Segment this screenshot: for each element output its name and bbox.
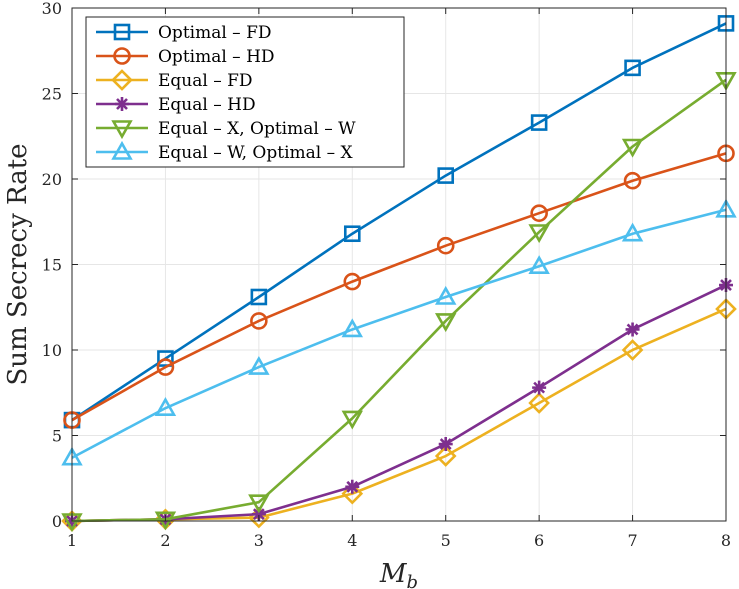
data-point bbox=[621, 339, 644, 361]
data-point bbox=[621, 138, 644, 158]
data-point bbox=[434, 445, 457, 467]
legend-item: Optimal – HD bbox=[96, 47, 275, 67]
series-line bbox=[71, 22, 727, 422]
data-point bbox=[532, 380, 547, 395]
legend-item: Equal – X, Optimal – W bbox=[96, 119, 356, 140]
legend-label: Optimal – HD bbox=[158, 47, 275, 67]
series-line bbox=[71, 78, 727, 523]
data-point bbox=[251, 507, 266, 522]
data-point bbox=[528, 255, 550, 275]
x-axis-label-subscript: b bbox=[407, 572, 419, 589]
data-point bbox=[530, 204, 548, 222]
legend-label: Optimal – FD bbox=[158, 23, 272, 43]
series-line bbox=[71, 208, 727, 459]
x-tick-label: 7 bbox=[627, 531, 637, 550]
x-tick-label: 4 bbox=[347, 531, 357, 550]
x-tick-label: 2 bbox=[160, 531, 170, 550]
legend-label: Equal – HD bbox=[158, 95, 256, 115]
legend-box bbox=[85, 16, 405, 168]
data-point bbox=[341, 410, 364, 430]
data-point bbox=[434, 285, 457, 305]
legend-item: Optimal – FD bbox=[96, 23, 272, 43]
legend-marker bbox=[113, 23, 131, 41]
data-point bbox=[530, 114, 548, 131]
data-point bbox=[248, 494, 270, 514]
data-point bbox=[623, 171, 642, 190]
data-point bbox=[343, 225, 361, 243]
x-tick-label: 6 bbox=[534, 531, 544, 550]
data-point bbox=[250, 288, 268, 306]
legend-item: Equal – W, Optimal – X bbox=[96, 140, 354, 163]
data-point bbox=[343, 272, 362, 291]
data-point bbox=[250, 312, 268, 330]
legend-marker bbox=[113, 47, 131, 65]
data-point bbox=[156, 358, 175, 376]
data-point bbox=[434, 313, 457, 333]
y-tick-label: 30 bbox=[42, 0, 62, 18]
data-point bbox=[154, 511, 177, 531]
y-tick-label: 0 bbox=[52, 512, 62, 531]
data-point bbox=[341, 318, 364, 338]
y-tick-label: 10 bbox=[42, 341, 62, 360]
data-point bbox=[436, 236, 455, 255]
legend: Optimal – FD Optimal – HD Equal – FD Equal … bbox=[85, 16, 405, 168]
data-point bbox=[248, 355, 270, 375]
y-tick-label: 20 bbox=[42, 170, 62, 189]
data-point bbox=[621, 222, 644, 242]
legend-marker bbox=[111, 69, 133, 91]
axis-ticks: 1 2 3 4 5 6 7 8 0 5 10 15 20 25 30 bbox=[42, 0, 731, 550]
data-point bbox=[625, 322, 640, 337]
legend-item: Equal – FD bbox=[96, 69, 253, 91]
y-axis-label: Sum Secrecy Rate bbox=[3, 143, 33, 385]
legend-label: Equal – FD bbox=[158, 71, 253, 91]
y-tick-label: 5 bbox=[52, 427, 62, 446]
data-point bbox=[345, 479, 360, 494]
x-axis-label-main: M bbox=[379, 559, 408, 589]
series-line bbox=[71, 152, 727, 422]
legend-marker bbox=[115, 97, 129, 111]
data-point bbox=[157, 350, 174, 367]
legend-item: Equal – HD bbox=[96, 95, 256, 115]
data-point bbox=[437, 167, 455, 184]
data-point bbox=[438, 437, 453, 452]
x-tick-label: 1 bbox=[67, 531, 77, 550]
x-tick-label: 3 bbox=[254, 531, 264, 550]
legend-marker bbox=[111, 120, 133, 140]
series-layer bbox=[61, 15, 737, 533]
y-tick-label: 15 bbox=[42, 256, 62, 275]
data-point bbox=[624, 59, 641, 77]
legend-label: Equal – X, Optimal – W bbox=[158, 119, 356, 139]
data-point bbox=[528, 392, 550, 414]
legend-label: Equal – W, Optimal – X bbox=[158, 143, 354, 163]
x-tick-label: 5 bbox=[441, 531, 451, 550]
data-point bbox=[528, 224, 550, 244]
data-point bbox=[341, 482, 364, 505]
x-axis-label: Mb bbox=[379, 559, 418, 589]
data-point bbox=[154, 397, 177, 416]
x-tick-label: 8 bbox=[721, 531, 731, 550]
series-line bbox=[71, 283, 727, 523]
y-tick-label: 25 bbox=[42, 85, 62, 104]
legend-marker bbox=[111, 140, 133, 160]
